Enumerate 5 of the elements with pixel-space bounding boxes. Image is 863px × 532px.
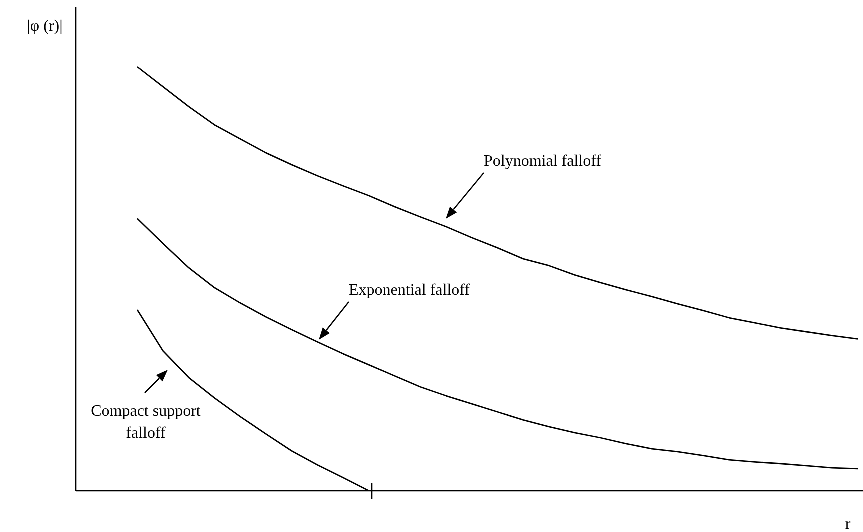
x-axis-title: r <box>845 516 852 532</box>
y-axis-title: |φ (r)| <box>27 18 63 35</box>
annotation: Exponential falloff <box>349 282 471 299</box>
annotation: Compact support falloff <box>91 403 202 442</box>
annotation: Polynomial falloff <box>484 153 602 170</box>
